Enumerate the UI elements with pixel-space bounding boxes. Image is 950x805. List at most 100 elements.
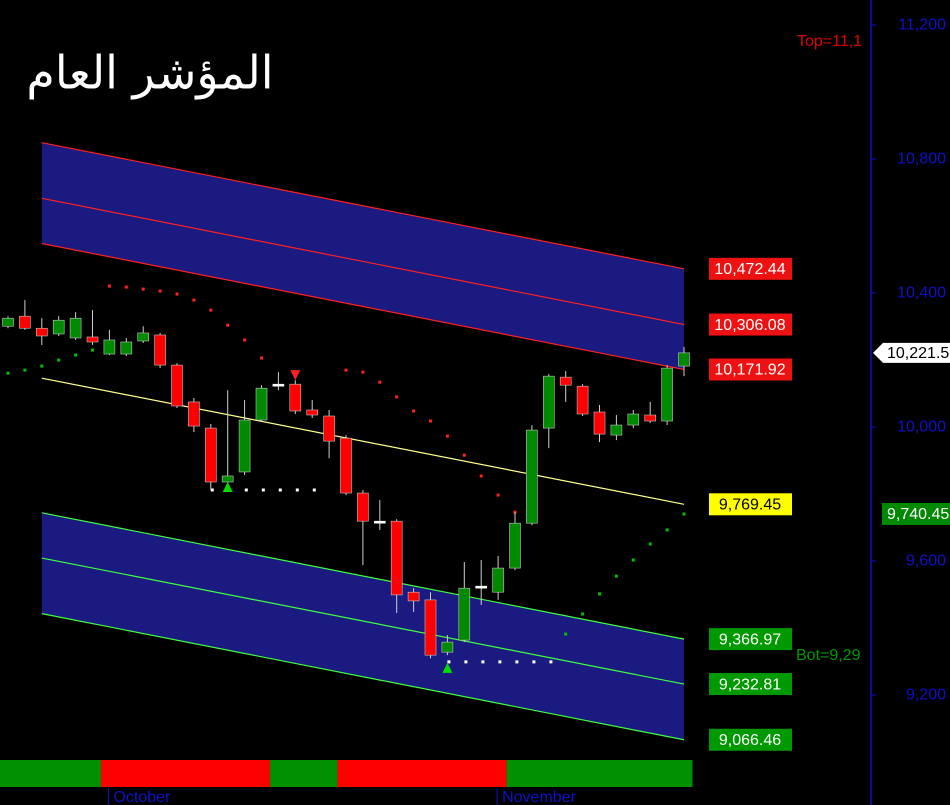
candle-body <box>644 414 657 422</box>
sar-dot <box>479 474 483 478</box>
channel-label-box <box>709 358 792 381</box>
sar-dot <box>665 528 669 532</box>
sar-dot <box>57 358 61 362</box>
channel-label: 9,769.45 <box>719 497 781 514</box>
channel-line <box>41 377 685 505</box>
candle-body <box>610 424 623 436</box>
sar-dot <box>209 308 213 312</box>
axis-bg <box>871 0 950 805</box>
candle-body <box>205 427 217 483</box>
candle-body <box>120 341 133 355</box>
sar-dot <box>91 348 94 352</box>
sar-dot <box>598 592 601 596</box>
sar-dot <box>462 453 466 457</box>
sar-dot <box>564 632 568 636</box>
sar-dot <box>107 284 111 288</box>
sar-dot <box>23 368 27 372</box>
y-tick-label: 10,000 <box>897 418 946 435</box>
candle-body <box>137 332 149 342</box>
sar-dot <box>40 364 44 368</box>
candle-body <box>86 336 99 343</box>
channel-label-box <box>709 673 792 696</box>
candle-body <box>35 327 48 337</box>
candle-body <box>188 401 200 427</box>
bot-annotation: Bot=9,29 <box>796 647 861 664</box>
sar-dot <box>226 323 230 327</box>
last-price-label: 10,221.5 <box>887 345 949 362</box>
candle-body <box>340 437 352 494</box>
channel-label-box <box>709 728 792 751</box>
channel-line <box>41 512 685 640</box>
channel-line <box>41 197 685 326</box>
trend-segment <box>337 760 507 787</box>
channel-line <box>41 142 685 270</box>
sar-dot <box>158 289 162 293</box>
candle-body <box>154 334 166 366</box>
sar-dot <box>74 353 78 357</box>
trend-segment <box>269 760 338 787</box>
channel-label: 10,171.92 <box>714 362 785 379</box>
channel-label: 10,472.44 <box>714 261 785 278</box>
sar-dot <box>581 612 585 616</box>
candle-body <box>678 352 690 367</box>
sar-dot <box>243 338 247 342</box>
signal-arrow <box>442 662 453 673</box>
candle-body <box>627 413 640 426</box>
candle-body <box>272 383 285 387</box>
candle-body <box>424 599 437 656</box>
channel-label: 10,306.08 <box>714 317 785 334</box>
x-tick-label: November <box>502 789 576 805</box>
channel-label-box <box>709 257 792 280</box>
candle-body <box>509 522 521 569</box>
sar-tag <box>882 503 950 526</box>
channel-fill <box>41 142 685 370</box>
candle-body <box>373 520 386 524</box>
candle-body <box>492 567 504 593</box>
x-tick-label: October <box>113 789 171 805</box>
candle-body <box>441 641 454 653</box>
candle-body <box>357 492 369 522</box>
sar-dot <box>124 285 128 289</box>
sar-dot <box>648 542 652 546</box>
candle-body <box>661 367 673 422</box>
candle-body <box>103 339 116 355</box>
candle-body <box>2 317 14 327</box>
signal-arrow <box>222 482 233 493</box>
candle-body <box>593 411 606 435</box>
channel-label-box <box>709 313 792 336</box>
sar-dot <box>192 298 196 302</box>
trend-segment <box>506 760 693 787</box>
candle-body <box>559 376 572 386</box>
trend-segment <box>0 760 101 787</box>
sar-dot <box>141 287 145 291</box>
candle-body <box>238 419 251 473</box>
sar-dot <box>260 356 263 360</box>
sar-dot <box>496 493 500 497</box>
sar-dot <box>6 371 10 375</box>
y-tick-label: 10,400 <box>897 284 946 301</box>
last-price-tag <box>873 342 950 363</box>
candle-body <box>542 375 555 429</box>
top-annotation: Top=11,1 <box>797 33 862 50</box>
y-tick-label: 9,200 <box>906 686 946 703</box>
channel-label-box <box>709 493 792 516</box>
sar-dot <box>361 370 365 374</box>
candle-body <box>289 383 302 412</box>
y-tick-label: 9,600 <box>906 552 946 569</box>
channel-label: 9,366.97 <box>719 631 781 648</box>
sar-dot <box>614 574 618 578</box>
candle-body <box>526 429 538 524</box>
candle-body <box>255 387 268 421</box>
sar-dot <box>412 409 416 413</box>
channel-label-box <box>709 628 792 651</box>
candle-body <box>407 591 420 602</box>
sar-dot <box>344 368 348 372</box>
signal-arrow <box>290 370 301 381</box>
sar-label: 9,740.45 <box>887 506 949 523</box>
sar-dot <box>395 395 399 399</box>
trend-segment <box>100 760 270 787</box>
candle-body <box>52 319 65 335</box>
channel-fill <box>41 512 685 740</box>
y-tick-label: 10,800 <box>897 150 946 167</box>
